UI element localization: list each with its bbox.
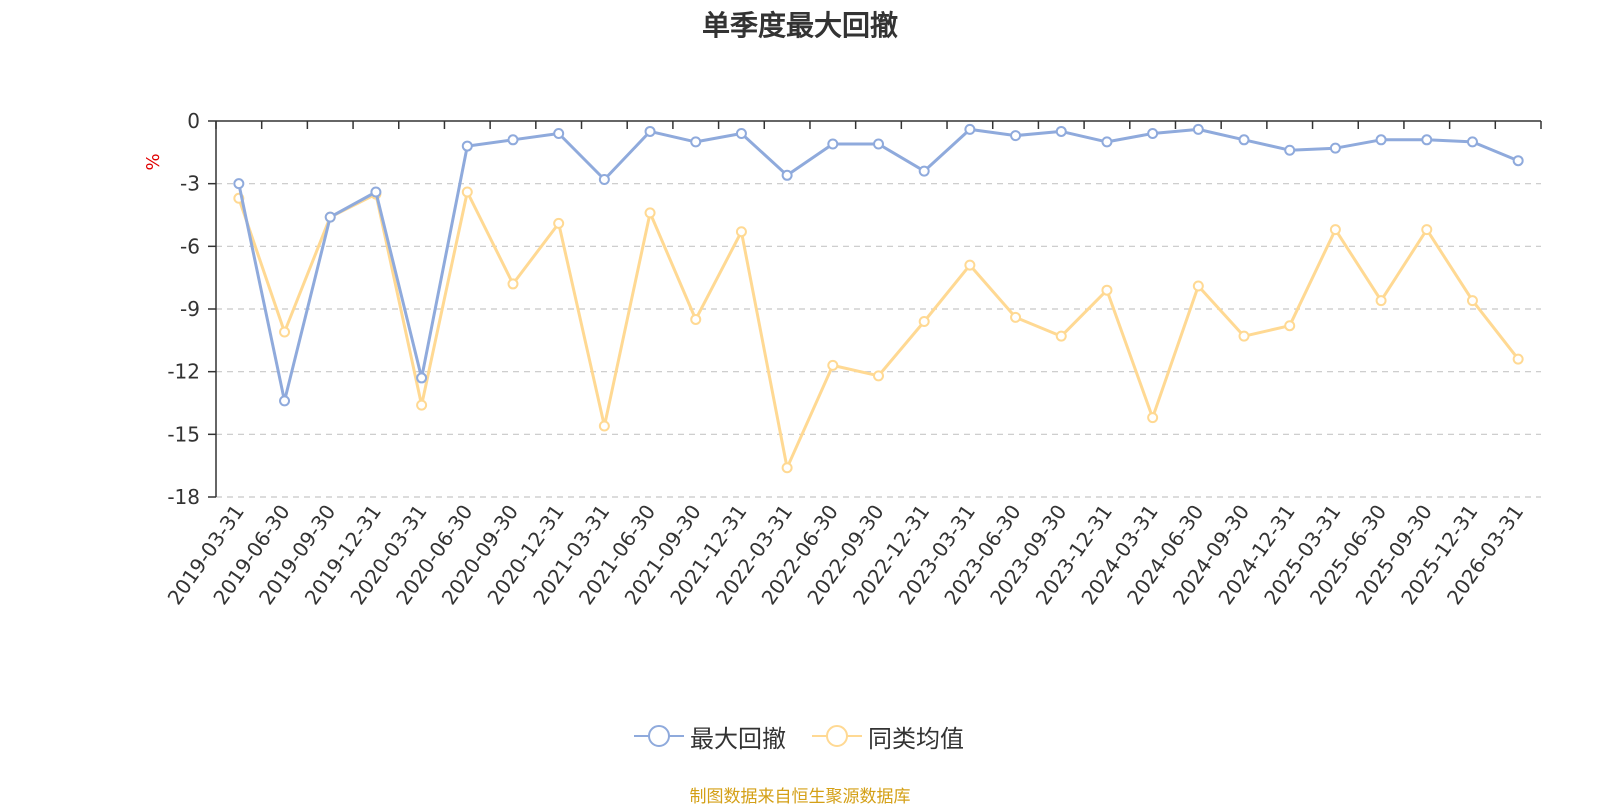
legend-label: 最大回撤: [690, 724, 786, 753]
grid-lines: [216, 183, 1541, 498]
chart-title: 单季度最大回撤: [701, 9, 898, 42]
series: [233, 123, 1524, 474]
data-point: [553, 128, 565, 140]
data-point: [1329, 142, 1341, 154]
data-point: [1101, 136, 1113, 148]
data-point: [873, 370, 884, 382]
data-point: [461, 140, 473, 152]
legend-label: 同类均值: [868, 724, 964, 753]
y-tick-label: -6: [180, 234, 200, 258]
data-point: [507, 134, 519, 146]
line-chart: 0-3-6-9-12-15-182019-03-312019-06-302019…: [143, 109, 1542, 609]
data-point: [827, 138, 839, 150]
series-2: [233, 186, 1524, 474]
data-point: [1375, 134, 1387, 146]
data-point: [233, 178, 245, 190]
data-point: [598, 420, 610, 432]
legend: 最大回撤 同类均值: [0, 720, 1600, 753]
legend-item-series2[interactable]: 同类均值: [812, 720, 964, 753]
data-point: [1147, 128, 1159, 140]
data-point: [1101, 284, 1113, 296]
data-point: [598, 173, 610, 185]
data-point: [1010, 130, 1022, 142]
data-point: [690, 313, 702, 325]
data-point: [1466, 136, 1478, 148]
data-point: [1055, 330, 1067, 342]
source-note: 制图数据来自恒生聚源数据库: [689, 787, 911, 807]
data-point: [1192, 280, 1204, 292]
data-point: [781, 169, 793, 181]
data-point: [1284, 320, 1296, 332]
data-point: [827, 359, 839, 371]
data-point: [964, 123, 976, 135]
data-point: [1147, 412, 1159, 424]
data-point: [507, 278, 519, 290]
data-point: [416, 372, 428, 384]
data-point: [370, 186, 382, 198]
data-point: [324, 211, 336, 223]
y-tick-label: -12: [167, 360, 200, 384]
data-point: [1284, 144, 1296, 156]
data-point: [279, 326, 291, 338]
legend-marker-icon: [634, 725, 684, 747]
data-point: [416, 399, 428, 411]
y-tick-label: 0: [187, 109, 200, 133]
data-point: [461, 186, 473, 198]
data-point: [1421, 224, 1433, 236]
data-point: [1466, 295, 1478, 307]
data-point: [1512, 353, 1524, 365]
data-point: [781, 462, 793, 474]
data-point: [690, 136, 702, 148]
data-point: [644, 207, 656, 219]
y-tick-label: -3: [180, 172, 200, 196]
data-point: [964, 259, 976, 271]
data-point: [644, 125, 656, 137]
data-point: [1512, 155, 1524, 167]
data-point: [735, 226, 747, 238]
legend-item-series1[interactable]: 最大回撤: [634, 720, 786, 753]
data-point: [1055, 125, 1067, 137]
y-tick-label: -18: [167, 485, 200, 509]
y-tick-label: -9: [180, 297, 200, 321]
data-point: [553, 217, 565, 229]
data-point: [918, 165, 930, 177]
data-point: [918, 316, 930, 328]
data-point: [1192, 123, 1204, 135]
data-point: [1238, 330, 1250, 342]
y-tick-label: -15: [167, 422, 200, 446]
legend-marker-icon: [812, 725, 862, 747]
data-point: [1010, 311, 1022, 323]
data-point: [279, 395, 291, 407]
data-point: [1238, 134, 1250, 146]
y-axis-unit: %: [143, 153, 164, 170]
data-point: [1421, 134, 1433, 146]
axes: 0-3-6-9-12-15-182019-03-312019-06-302019…: [163, 109, 1542, 609]
data-point: [873, 138, 884, 150]
series-1: [233, 123, 1524, 407]
data-point: [735, 128, 747, 140]
data-point: [1375, 295, 1387, 307]
data-point: [1329, 224, 1341, 236]
